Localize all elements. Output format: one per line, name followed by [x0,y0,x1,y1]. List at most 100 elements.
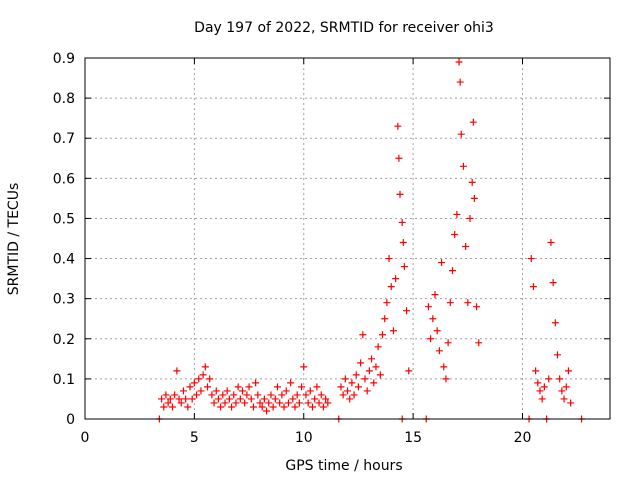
axis-ticks [84,57,610,420]
data-point [206,375,214,383]
data-point [446,299,454,307]
y-tick-label: 0.7 [53,131,75,147]
data-point [210,399,218,407]
x-tick-label: 20 [514,430,532,446]
data-point [258,403,266,411]
data-point [197,387,205,395]
data-point [374,343,382,351]
data-point [254,391,262,399]
data-point [162,391,170,399]
data-point [529,283,537,291]
data-point [160,403,168,411]
data-point [228,403,236,411]
data-point [341,375,349,383]
data-point [184,403,192,411]
data-point [169,403,176,411]
data-point [385,255,393,263]
data-point [282,387,290,395]
data-point [438,259,446,267]
data-point [300,363,308,371]
data-point [217,403,225,411]
data-point [298,383,306,391]
data-point [376,371,384,379]
data-point [560,395,568,403]
data-point [469,118,477,126]
data-point [239,387,246,395]
y-tick-label: 0.6 [53,171,75,187]
data-point [352,371,360,379]
plot-frame [84,57,611,420]
data-point [186,383,194,391]
data-point [473,303,481,311]
data-point [265,399,273,407]
data-point [395,154,403,162]
data-point [269,403,277,411]
data-point [440,363,448,371]
data-point [344,387,351,395]
data-point [470,194,478,202]
data-point [309,403,316,411]
data-point [304,399,312,407]
data-point [540,383,548,391]
data-point [354,383,362,391]
data-point [475,339,483,347]
data-point [171,391,179,399]
data-point [232,399,240,407]
data-point [322,395,330,403]
data-point [350,391,358,399]
data-point [201,363,209,371]
y-tick-label: 0.2 [53,332,75,348]
data-point [311,395,319,403]
data-point [293,391,301,399]
data-point [383,299,391,307]
y-tick-labels: 0 0.1 0.2 0.3 0.4 0.5 0.6 0.7 0.8 0.9 [53,51,75,428]
data-point [538,395,546,403]
data-point [263,407,271,415]
data-point [424,303,432,311]
data-point [164,399,172,407]
data-point [214,395,222,403]
data-point [365,367,373,375]
y-tick-label: 0.4 [53,252,75,268]
data-point [256,399,264,407]
y-tick-label: 0.9 [53,51,75,67]
data-point [433,327,441,335]
data-point [223,387,231,395]
chart-title: Day 197 of 2022, SRMTID for receiver ohi… [194,20,494,36]
x-axis-title: GPS time / hours [285,458,402,474]
data-point [313,383,321,391]
y-axis-title: SRMTID / TECUs [6,183,22,296]
data-point [193,391,201,399]
data-point [464,299,472,307]
data-point [195,375,203,383]
data-point [295,399,303,407]
data-point [173,367,181,375]
data-point [567,399,575,407]
data-point [431,291,439,299]
data-point [556,375,564,383]
data-point [466,214,474,222]
data-point [306,387,314,395]
data-point [271,395,279,403]
y-tick-label: 0.5 [53,211,75,227]
data-point [394,122,402,130]
data-point [249,403,257,411]
data-point [562,383,570,391]
data-point [204,383,211,391]
data-point [357,359,365,367]
y-tick-label: 0.1 [53,372,75,388]
data-point [545,375,553,383]
data-point [457,130,465,138]
data-point [368,355,376,363]
data-point [302,391,310,399]
data-point [230,391,238,399]
data-point [234,383,242,391]
x-tick-label: 10 [295,430,313,446]
data-point [284,399,292,407]
data-point [236,395,244,403]
data-point [359,331,367,339]
data-point [324,399,332,407]
data-point [392,275,400,283]
data-point [339,391,347,399]
